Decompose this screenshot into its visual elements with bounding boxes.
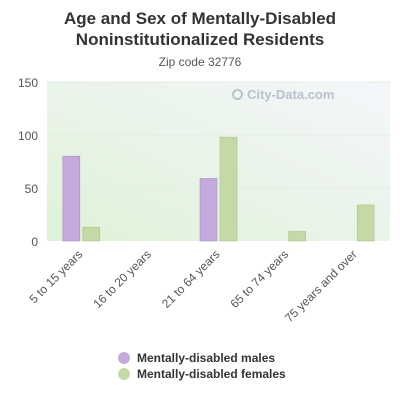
legend-swatch-females xyxy=(118,368,130,380)
y-tick-label: 0 xyxy=(31,235,38,249)
bar-males xyxy=(199,178,218,242)
bar-females xyxy=(82,226,101,242)
bar-females xyxy=(356,204,375,242)
legend: Mentally-disabled males Mentally-disable… xyxy=(118,350,286,382)
bar-females xyxy=(219,136,238,242)
plot-background xyxy=(47,82,390,241)
y-tick-label: 100 xyxy=(18,129,38,143)
watermark-text: City-Data.com xyxy=(247,87,335,102)
search-icon xyxy=(232,89,243,100)
legend-swatch-males xyxy=(118,352,130,364)
chart-subtitle: Zip code 32776 xyxy=(158,55,242,69)
x-tick-label: 5 to 15 years xyxy=(26,247,85,306)
bar-males xyxy=(62,155,81,242)
legend-item-females: Mentally-disabled females xyxy=(118,366,286,382)
y-tick-label: 50 xyxy=(25,182,39,196)
legend-label-females: Mentally-disabled females xyxy=(137,367,286,381)
watermark: City-Data.com xyxy=(232,87,334,102)
x-tick-label: 65 to 74 years xyxy=(228,247,292,311)
bar-females xyxy=(288,231,306,242)
x-tick-label: 75 years and over xyxy=(282,247,360,325)
y-tick-label: 150 xyxy=(18,76,38,90)
legend-item-males: Mentally-disabled males xyxy=(118,350,286,366)
x-tick-label: 16 to 20 years xyxy=(90,247,154,311)
legend-label-males: Mentally-disabled males xyxy=(137,351,276,365)
x-tick-label: 21 to 64 years xyxy=(159,247,223,311)
chart-title: Age and Sex of Mentally-Disabled Noninsti… xyxy=(63,9,337,49)
